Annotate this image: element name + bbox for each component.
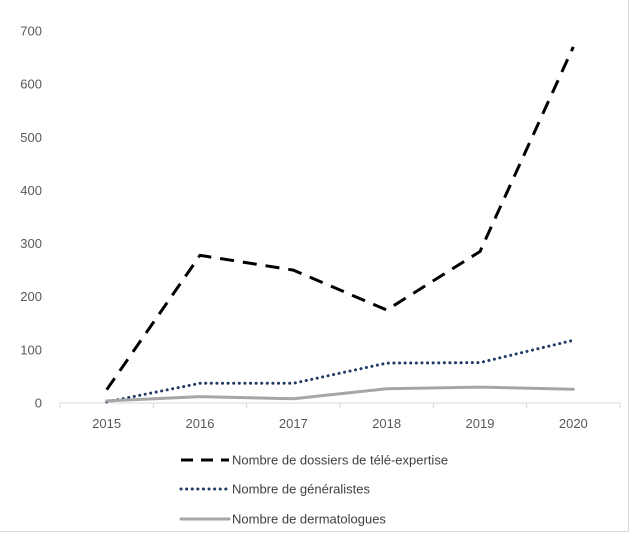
legend-label: Nombre de généralistes <box>232 482 371 497</box>
legend-item: Nombre de dossiers de télé-expertise <box>181 453 448 468</box>
y-axis: 0 100 200 300 400 500 600 700 <box>20 24 42 411</box>
y-tick-label: 100 <box>20 342 42 357</box>
x-tick-label: 2017 <box>279 416 308 431</box>
legend-label: Nombre de dossiers de télé-expertise <box>232 453 448 468</box>
legend-item: Nombre de généralistes <box>179 482 371 497</box>
legend: Nombre de dossiers de télé-expertise Nomb… <box>179 453 448 527</box>
x-tick-label: 2015 <box>92 416 121 431</box>
y-tick-label: 700 <box>20 24 42 39</box>
legend-item: Nombre de dermatologues <box>179 512 386 527</box>
y-tick-label: 600 <box>20 77 42 92</box>
y-tick-label: 500 <box>20 130 42 145</box>
y-tick-label: 400 <box>20 183 42 198</box>
series-line-1 <box>105 46 575 391</box>
x-tick-label: 2016 <box>186 416 215 431</box>
x-tick-label: 2020 <box>559 416 588 431</box>
y-tick-label: 0 <box>35 396 42 411</box>
x-tick-label: 2019 <box>466 416 495 431</box>
y-tick-label: 200 <box>20 289 42 304</box>
series-layer <box>105 46 575 404</box>
series-line-2 <box>105 338 575 404</box>
x-axis: 2015 2016 2017 2018 2019 2020 <box>59 402 621 431</box>
x-tick-label: 2018 <box>372 416 401 431</box>
y-tick-label: 300 <box>20 236 42 251</box>
legend-label: Nombre de dermatologues <box>232 512 386 527</box>
series-line-3 <box>105 385 575 403</box>
